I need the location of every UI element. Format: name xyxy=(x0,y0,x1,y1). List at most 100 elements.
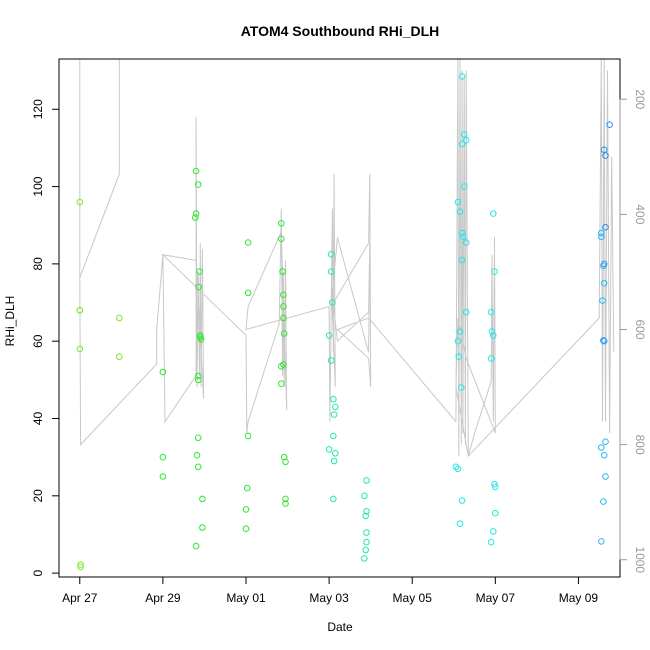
x-axis: Apr 27 Apr 29 May 01 May 03 May 05 May 07 May … xyxy=(62,576,598,605)
data-point xyxy=(598,538,605,545)
data-point xyxy=(194,463,202,471)
data-point xyxy=(598,229,605,237)
data-point xyxy=(77,561,84,568)
data-point xyxy=(192,210,200,217)
data-point xyxy=(76,307,84,314)
data-point xyxy=(242,506,250,513)
data-point xyxy=(602,152,609,159)
data-point xyxy=(159,368,167,376)
data-point xyxy=(280,453,288,461)
data-point xyxy=(116,314,123,322)
y-tick-label: 0 xyxy=(31,569,45,576)
data-point xyxy=(329,299,336,306)
data-point xyxy=(488,328,496,335)
data-point xyxy=(458,73,466,80)
data-point xyxy=(602,223,609,231)
data-point xyxy=(459,233,467,241)
y-tick-label: 40 xyxy=(31,412,45,426)
data-point xyxy=(196,268,203,275)
data-point xyxy=(600,451,608,459)
data-point xyxy=(454,198,462,206)
data-point xyxy=(193,451,201,459)
data-point xyxy=(327,250,335,258)
data-point xyxy=(458,229,466,237)
data-point xyxy=(490,528,497,535)
data-point xyxy=(598,444,605,451)
data-point xyxy=(244,239,252,246)
data-point xyxy=(458,384,465,391)
data-point xyxy=(194,434,202,442)
data-point xyxy=(327,268,335,275)
data-point xyxy=(599,297,606,304)
data-point xyxy=(454,465,462,473)
data-point xyxy=(76,345,84,353)
data-point xyxy=(602,473,609,480)
data-point xyxy=(462,239,470,246)
data-point xyxy=(361,492,368,500)
y-tick-label: 100 xyxy=(31,176,45,196)
data-point xyxy=(491,268,498,275)
data-point xyxy=(330,495,337,503)
x-tick-label: May 03 xyxy=(309,591,349,605)
data-point xyxy=(363,508,370,515)
x-tick-label: Apr 29 xyxy=(145,591,181,605)
x-tick-label: May 05 xyxy=(393,591,433,605)
data-point xyxy=(458,140,466,148)
data-point xyxy=(452,463,460,471)
data-point xyxy=(462,308,470,316)
data-point xyxy=(278,380,285,388)
data-point xyxy=(159,473,167,480)
y-tick-label: 20 xyxy=(31,489,45,503)
chart-title: ATOM4 Southbound RHi_DLH xyxy=(241,23,440,39)
data-point xyxy=(199,495,206,503)
data-point xyxy=(325,332,333,339)
data-point xyxy=(487,538,495,546)
data-points xyxy=(76,73,613,571)
data-point xyxy=(159,453,167,461)
data-point xyxy=(332,403,339,411)
y-tick-label: 60 xyxy=(31,334,45,348)
data-point xyxy=(460,183,468,190)
data-point xyxy=(194,376,202,384)
data-point xyxy=(487,355,495,362)
data-point xyxy=(194,181,202,188)
data-point xyxy=(325,446,333,453)
data-point xyxy=(280,291,287,299)
pressure-trace xyxy=(79,58,615,458)
data-point xyxy=(279,268,286,275)
data-point xyxy=(194,372,202,380)
data-point xyxy=(487,308,495,316)
data-point xyxy=(598,233,605,241)
data-point xyxy=(456,208,464,215)
data-point xyxy=(492,509,499,517)
data-point xyxy=(492,483,499,491)
data-point xyxy=(606,121,613,128)
data-point xyxy=(362,512,370,520)
data-point xyxy=(280,303,287,310)
x-tick-label: Apr 27 xyxy=(62,591,98,605)
data-point xyxy=(282,495,289,503)
plot-frame xyxy=(58,58,621,578)
data-point xyxy=(244,289,252,297)
data-point xyxy=(454,337,462,345)
x-tick-label: May 07 xyxy=(476,591,516,605)
data-point xyxy=(362,546,370,554)
data-point xyxy=(363,538,370,546)
y2-tick-label: 600 xyxy=(633,319,647,339)
data-point xyxy=(195,283,202,291)
data-point xyxy=(458,497,466,504)
data-point xyxy=(330,457,338,465)
data-point xyxy=(600,279,608,287)
data-point xyxy=(363,477,370,484)
data-point xyxy=(491,480,498,488)
data-point xyxy=(199,524,206,531)
data-point xyxy=(330,395,337,403)
data-point xyxy=(602,438,609,446)
data-point xyxy=(458,256,466,264)
data-point xyxy=(456,520,464,528)
y-tick-label: 120 xyxy=(31,99,45,119)
data-point xyxy=(280,361,287,368)
data-point xyxy=(278,235,285,243)
data-point xyxy=(116,353,123,361)
data-point xyxy=(455,353,463,361)
